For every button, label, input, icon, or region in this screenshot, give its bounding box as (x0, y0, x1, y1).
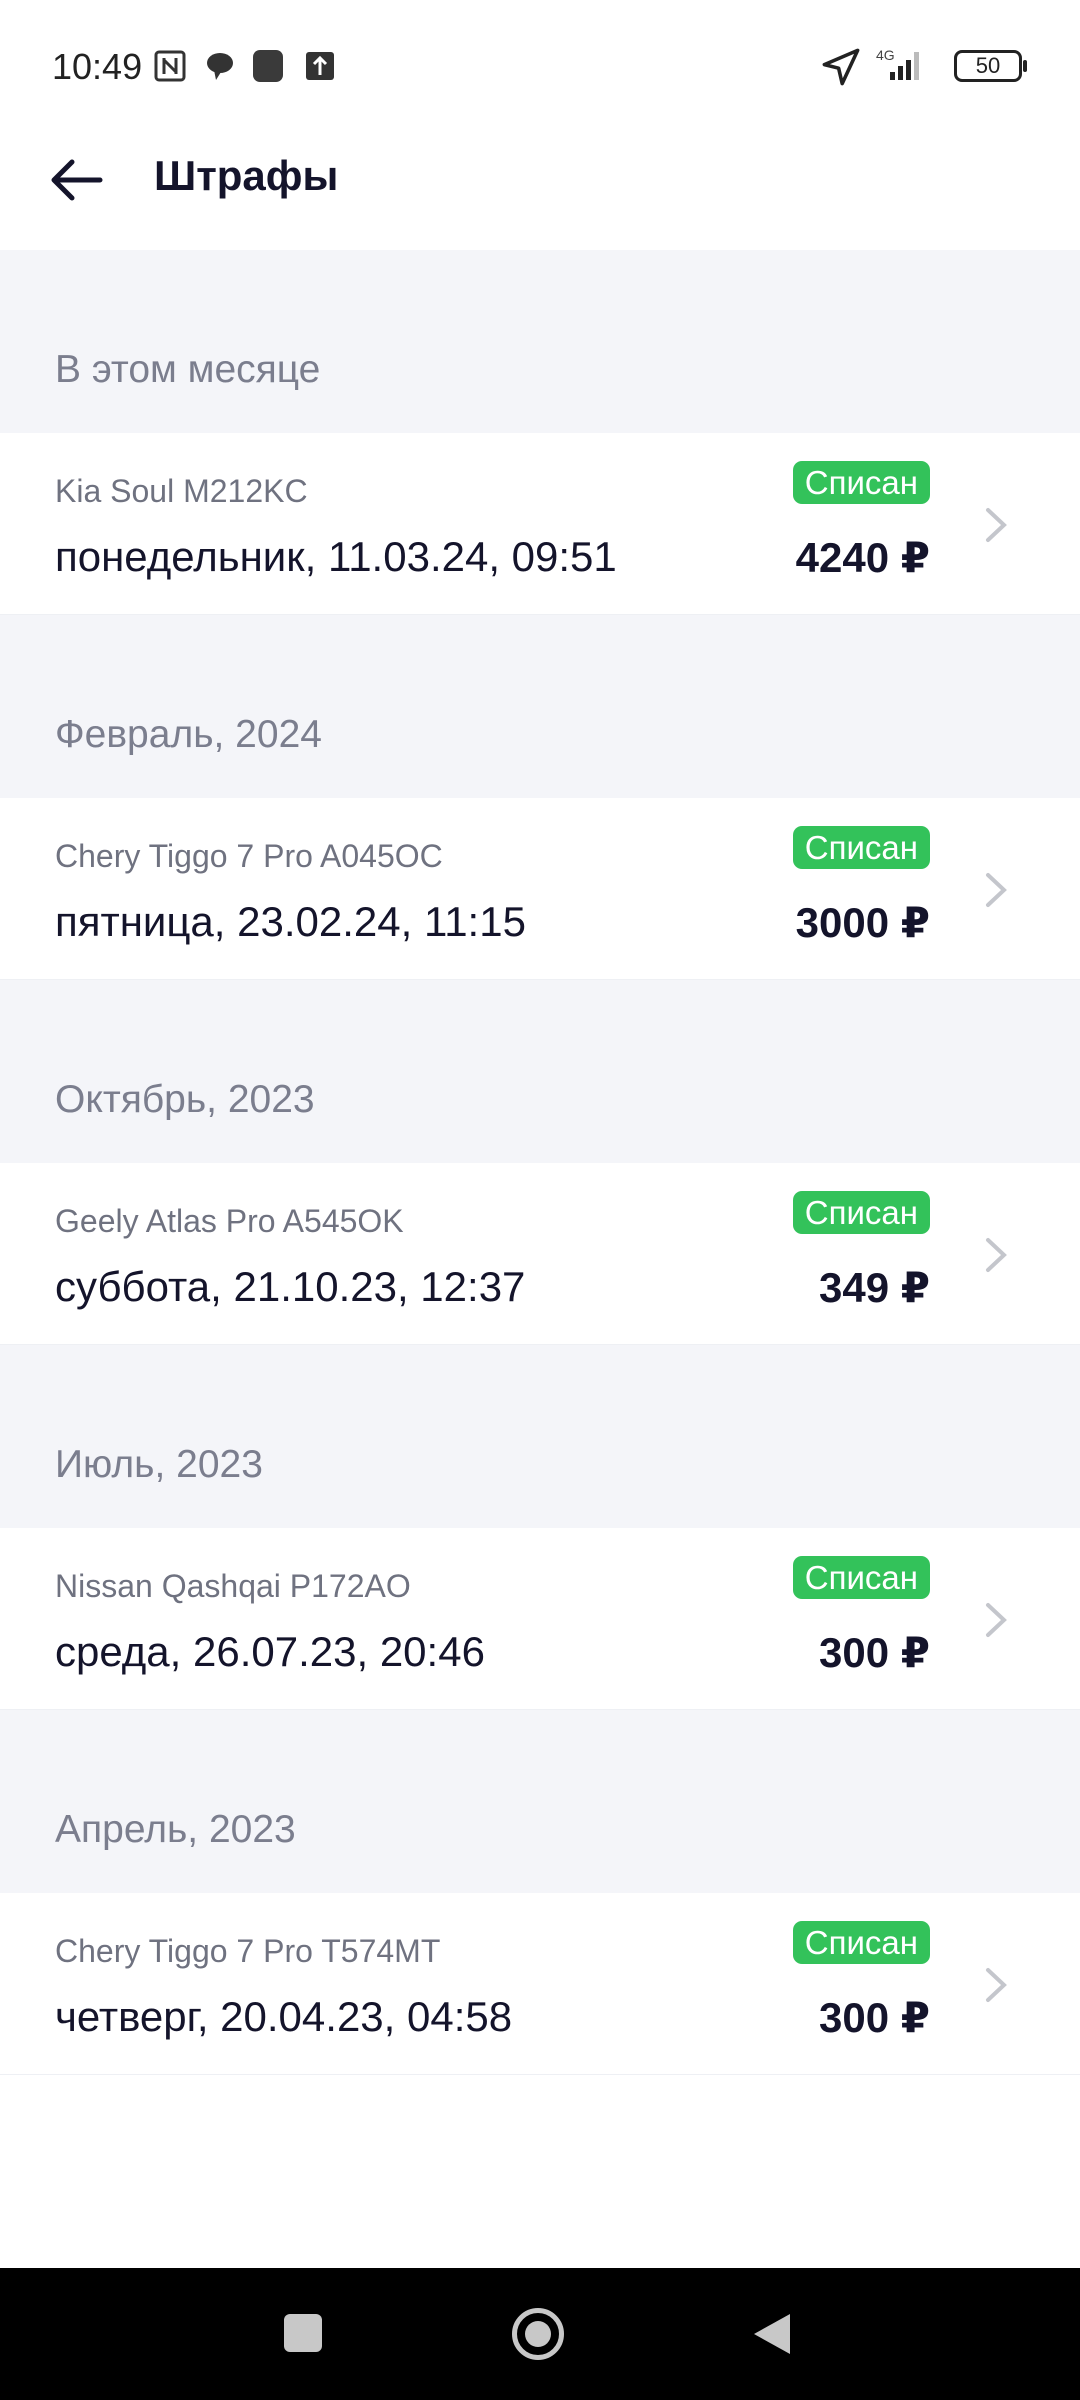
chevron-right-icon (986, 873, 1007, 907)
fine-date: пятница, 23.02.24, 11:15 (55, 898, 526, 945)
fine-date: понедельник, 11.03.24, 09:51 (55, 533, 617, 580)
fine-amount: 3000 ₽ (795, 899, 930, 946)
section-title: Октябрь, 2023 (55, 1078, 315, 1121)
arrow-left-icon[interactable] (46, 150, 106, 210)
fine-amount: 4240 ₽ (795, 534, 930, 581)
chevron-right-icon (986, 1238, 1007, 1272)
navigation-bar (0, 2268, 1080, 2400)
app-header: Штрафы (0, 130, 1080, 250)
section-header: Июль, 2023 (0, 1345, 1080, 1528)
fine-date: среда, 26.07.23, 20:46 (55, 1628, 485, 1675)
recents-square-icon[interactable] (284, 2314, 322, 2352)
battery-icon: 50 (954, 50, 1022, 82)
fine-group: Апрель, 2023 Chery Tiggo 7 Pro T574MT че… (0, 1710, 1080, 2075)
status-badge: Списан (792, 1191, 930, 1234)
section-title: Апрель, 2023 (55, 1808, 296, 1851)
car-name: Kia Soul M212KC (55, 473, 308, 509)
fine-group: Июль, 2023 Nissan Qashqai P172AO среда, … (0, 1345, 1080, 1710)
chevron-right-icon (986, 1603, 1007, 1637)
section-title: Июль, 2023 (55, 1443, 263, 1486)
section-title: Февраль, 2024 (55, 713, 322, 756)
location-icon (822, 48, 860, 86)
chat-icon (207, 53, 233, 80)
section-header: Февраль, 2024 (0, 615, 1080, 798)
car-name: Geely Atlas Pro A545OK (55, 1203, 404, 1239)
fine-amount: 300 ₽ (819, 1629, 930, 1676)
fine-amount: 349 ₽ (819, 1264, 930, 1311)
status-badge: Списан (792, 1556, 930, 1599)
signal-icon: 4G (876, 47, 919, 80)
car-name: Chery Tiggo 7 Pro T574MT (55, 1933, 441, 1969)
fine-row[interactable]: Chery Tiggo 7 Pro T574MT четверг, 20.04.… (0, 1893, 1080, 2075)
status-time: 10:49 (52, 46, 143, 87)
back-triangle-icon[interactable] (752, 2312, 792, 2356)
fine-group: Февраль, 2024 Chery Tiggo 7 Pro A045OC п… (0, 615, 1080, 980)
fine-row[interactable]: Kia Soul M212KC понедельник, 11.03.24, 0… (0, 433, 1080, 615)
status-badge: Списан (792, 1921, 930, 1964)
fine-amount: 300 ₽ (819, 1994, 930, 2041)
section-header: В этом месяце (0, 250, 1080, 433)
fine-group: Октябрь, 2023 Geely Atlas Pro A545OK суб… (0, 980, 1080, 1345)
nfc-icon (154, 50, 186, 82)
home-circle-icon[interactable] (512, 2308, 564, 2360)
battery-level: 50 (975, 53, 1001, 78)
section-header: Апрель, 2023 (0, 1710, 1080, 1893)
battery-tip (1023, 60, 1027, 72)
status-badge: Списан (792, 461, 930, 504)
fine-date: четверг, 20.04.23, 04:58 (55, 1993, 513, 2040)
network-type: 4G (876, 47, 895, 63)
upload-icon (306, 52, 334, 80)
app-icon (253, 50, 283, 82)
car-name: Chery Tiggo 7 Pro A045OC (55, 838, 443, 874)
section-title: В этом месяце (55, 348, 321, 391)
fine-row[interactable]: Chery Tiggo 7 Pro A045OC пятница, 23.02.… (0, 798, 1080, 980)
fine-date: суббота, 21.10.23, 12:37 (55, 1263, 526, 1310)
chevron-right-icon (986, 1968, 1007, 2002)
fine-group: В этом месяце Kia Soul M212KC понедельни… (0, 250, 1080, 615)
fine-row[interactable]: Nissan Qashqai P172AO среда, 26.07.23, 2… (0, 1528, 1080, 1710)
chevron-right-icon (986, 508, 1007, 542)
page-title: Штрафы (154, 152, 339, 199)
fines-list: В этом месяце Kia Soul M212KC понедельни… (0, 250, 1080, 2075)
status-badge: Списан (792, 826, 930, 869)
section-header: Октябрь, 2023 (0, 980, 1080, 1163)
car-name: Nissan Qashqai P172AO (55, 1568, 411, 1604)
fine-row[interactable]: Geely Atlas Pro A545OK суббота, 21.10.23… (0, 1163, 1080, 1345)
status-bar: 10:49 4G 50 (0, 0, 1080, 130)
